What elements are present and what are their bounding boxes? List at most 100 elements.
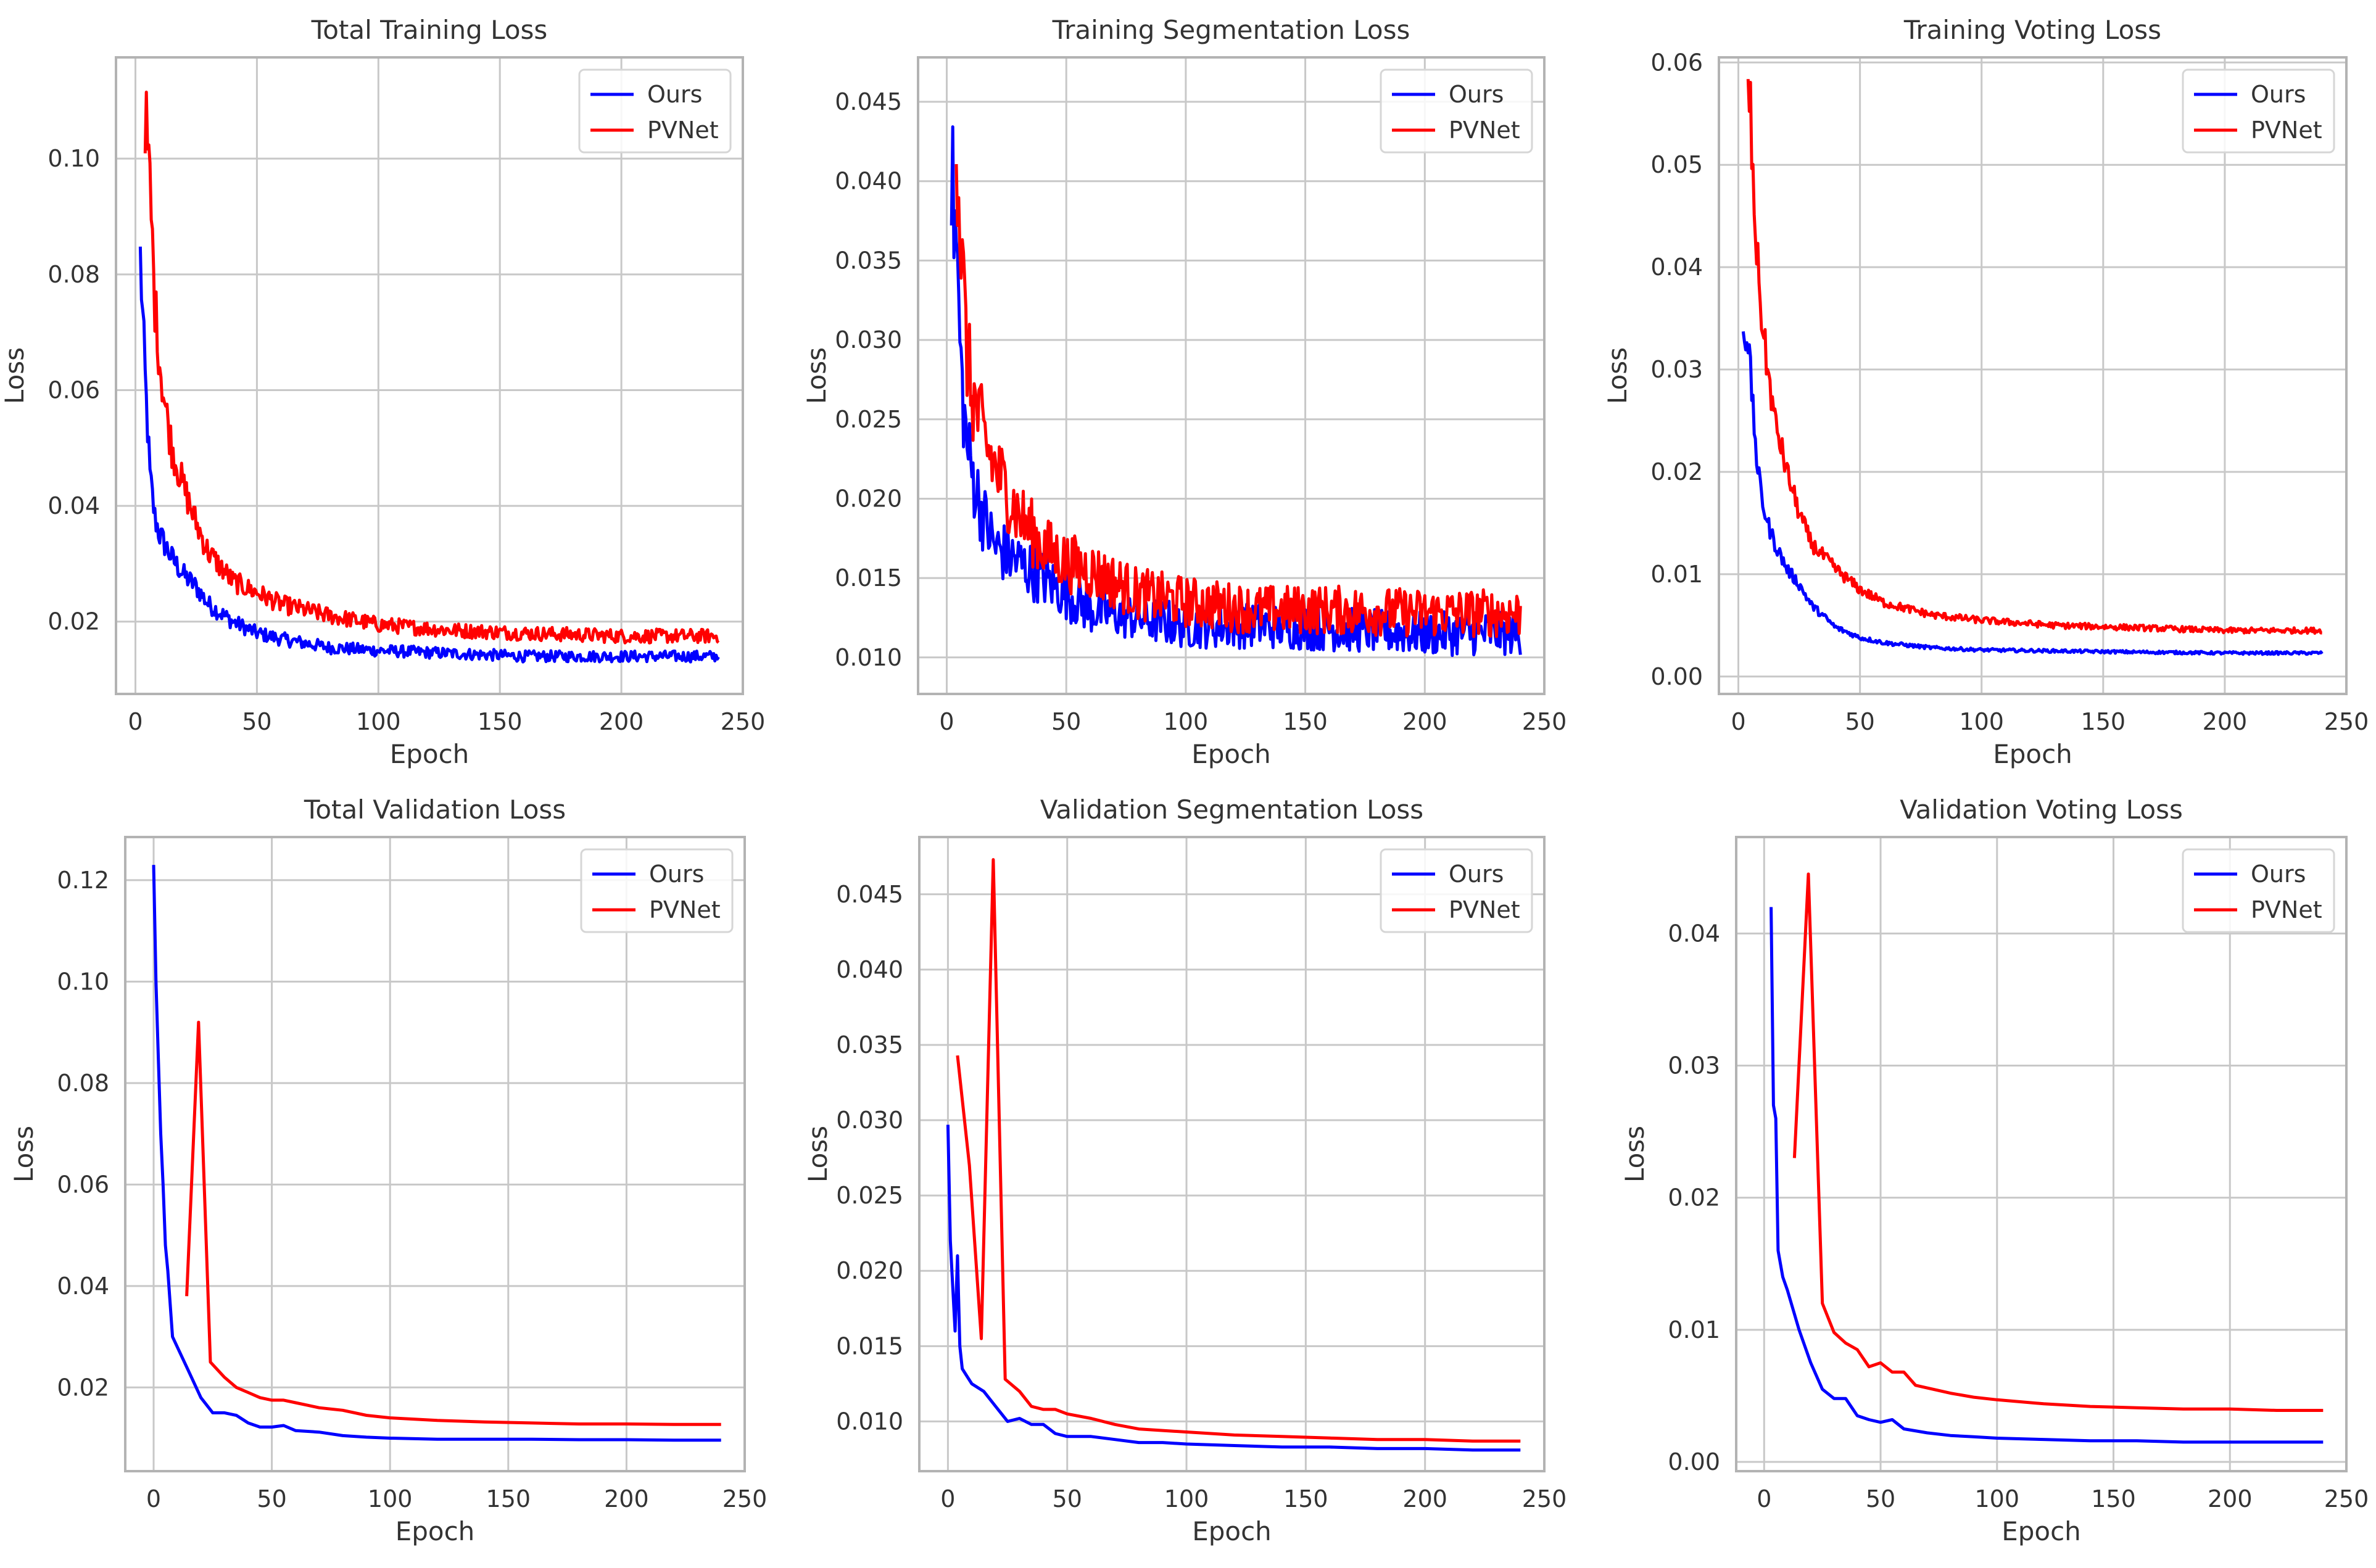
y-tick-label: 0.02 bbox=[48, 608, 100, 635]
x-tick-label: 0 bbox=[128, 708, 143, 735]
y-tick-label: 0.01 bbox=[1650, 561, 1703, 588]
y-tick-label: 0.04 bbox=[1668, 920, 1720, 947]
series-line-ours bbox=[946, 1124, 1521, 1452]
plot-frame bbox=[1718, 56, 2348, 695]
plot-area bbox=[116, 57, 743, 694]
x-tick-label: 150 bbox=[2081, 708, 2126, 735]
x-tick-label: 250 bbox=[1522, 1485, 1567, 1512]
plot-area bbox=[918, 57, 1544, 694]
x-tick-label: 250 bbox=[721, 708, 766, 735]
x-axis-label: Epoch bbox=[1192, 1516, 1272, 1546]
plot-frame bbox=[918, 836, 1546, 1472]
y-axis-label: Loss bbox=[1602, 347, 1633, 404]
y-tick-label: 0.035 bbox=[835, 247, 902, 274]
legend-label-ours: Ours bbox=[1449, 860, 1504, 888]
x-tick-label: 200 bbox=[1402, 1485, 1447, 1512]
y-tick-label: 0.015 bbox=[835, 564, 902, 592]
y-tick-label: 0.040 bbox=[835, 168, 902, 195]
x-tick-label: 100 bbox=[1975, 1485, 2020, 1512]
y-tick-label: 0.01 bbox=[1668, 1316, 1720, 1343]
plot-frame bbox=[917, 56, 1546, 695]
y-tick-label: 0.06 bbox=[1650, 49, 1703, 76]
x-tick-label: 100 bbox=[1959, 708, 2004, 735]
chart-validation-voting-loss: 0 50 100 150 200 250 0.00 0.01 0.02 0.03 0.04 Valid… bbox=[1620, 794, 2369, 1546]
y-tick-label: 0.00 bbox=[1668, 1448, 1720, 1475]
y-tick-label: 0.040 bbox=[836, 956, 903, 983]
series-line-pvnet bbox=[1792, 872, 2324, 1412]
plot-area bbox=[1719, 57, 2346, 694]
x-tick-label: 50 bbox=[1051, 708, 1081, 735]
legend: Ours PVNet bbox=[1380, 848, 1533, 933]
x-tick-label: 100 bbox=[368, 1485, 413, 1512]
x-axis-label: Epoch bbox=[395, 1516, 475, 1546]
x-tick-label: 250 bbox=[2324, 1485, 2369, 1512]
y-tick-label: 0.08 bbox=[57, 1070, 109, 1097]
x-tick-label: 0 bbox=[1731, 708, 1745, 735]
y-tick-label: 0.04 bbox=[48, 492, 100, 519]
chart-validation-segmentation-loss: 0 50 100 150 200 250 0.010 0.015 0.020 0.025 0.030… bbox=[803, 794, 1567, 1546]
x-tick-label: 50 bbox=[1866, 1485, 1895, 1512]
series-line-ours bbox=[1770, 907, 2324, 1444]
x-tick-label: 100 bbox=[356, 708, 401, 735]
x-tick-label: 100 bbox=[1164, 1485, 1209, 1512]
chart-title: Training Segmentation Loss bbox=[1052, 15, 1410, 45]
y-tick-label: 0.030 bbox=[836, 1107, 903, 1134]
x-axis-label: Epoch bbox=[1191, 739, 1271, 769]
legend: Ours PVNet bbox=[1380, 68, 1533, 154]
y-tick-label: 0.025 bbox=[836, 1182, 903, 1209]
y-tick-label: 0.03 bbox=[1668, 1052, 1720, 1079]
x-tick-label: 200 bbox=[2208, 1485, 2253, 1512]
legend: Ours PVNet bbox=[580, 848, 734, 933]
chart-title: Training Voting Loss bbox=[1903, 15, 2161, 45]
plot-frame bbox=[115, 56, 744, 695]
legend-label-pvnet: PVNet bbox=[649, 896, 721, 923]
legend-label-ours: Ours bbox=[2251, 860, 2306, 888]
x-tick-label: 150 bbox=[478, 708, 523, 735]
chart-title: Validation Voting Loss bbox=[1900, 794, 2183, 825]
x-tick-label: 50 bbox=[257, 1485, 286, 1512]
chart-total-validation-loss: 0 50 100 150 200 250 0.02 0.04 0.06 0.08 0.10 0.12 T… bbox=[9, 794, 767, 1546]
series-line-pvnet bbox=[1746, 79, 2323, 635]
series-line-pvnet bbox=[954, 164, 1522, 638]
legend-label-ours: Ours bbox=[1449, 81, 1504, 108]
plot-area bbox=[919, 837, 1544, 1471]
y-tick-label: 0.10 bbox=[57, 968, 109, 995]
x-tick-label: 200 bbox=[599, 708, 644, 735]
y-axis-label: Loss bbox=[803, 1126, 833, 1182]
y-tick-label: 0.030 bbox=[835, 326, 902, 353]
legend: Ours PVNet bbox=[2182, 68, 2335, 154]
plot-area bbox=[1736, 837, 2346, 1471]
y-tick-label: 0.03 bbox=[1650, 356, 1703, 383]
legend-label-ours: Ours bbox=[649, 860, 704, 888]
y-tick-label: 0.06 bbox=[48, 376, 100, 403]
x-tick-label: 200 bbox=[1402, 708, 1447, 735]
y-tick-label: 0.020 bbox=[835, 485, 902, 512]
plot-frame bbox=[1735, 836, 2348, 1472]
y-tick-label: 0.02 bbox=[1668, 1184, 1720, 1211]
series-line-pvnet bbox=[143, 90, 720, 645]
y-axis-label: Loss bbox=[0, 347, 30, 404]
series-line-pvnet bbox=[956, 858, 1521, 1443]
x-tick-label: 150 bbox=[2091, 1485, 2136, 1512]
y-tick-label: 0.010 bbox=[835, 644, 902, 671]
y-tick-label: 0.10 bbox=[48, 145, 100, 172]
series-line-ours bbox=[1741, 331, 2324, 656]
y-tick-label: 0.045 bbox=[836, 881, 903, 908]
x-tick-label: 150 bbox=[1283, 708, 1328, 735]
x-tick-label: 0 bbox=[939, 708, 954, 735]
plot-frame bbox=[124, 836, 746, 1472]
series-line-pvnet bbox=[185, 1020, 721, 1426]
y-tick-label: 0.04 bbox=[1650, 254, 1703, 281]
legend-label-pvnet: PVNet bbox=[647, 117, 719, 144]
x-tick-label: 200 bbox=[2203, 708, 2248, 735]
chart-title: Total Validation Loss bbox=[304, 794, 566, 825]
x-tick-label: 50 bbox=[1845, 708, 1874, 735]
chart-title: Validation Segmentation Loss bbox=[1040, 794, 1423, 825]
x-tick-label: 50 bbox=[1053, 1485, 1082, 1512]
y-tick-label: 0.025 bbox=[835, 406, 902, 433]
y-tick-label: 0.02 bbox=[1650, 458, 1703, 485]
y-tick-label: 0.08 bbox=[48, 261, 100, 288]
x-axis-label: Epoch bbox=[2001, 1516, 2081, 1546]
series-line-ours bbox=[152, 865, 721, 1442]
